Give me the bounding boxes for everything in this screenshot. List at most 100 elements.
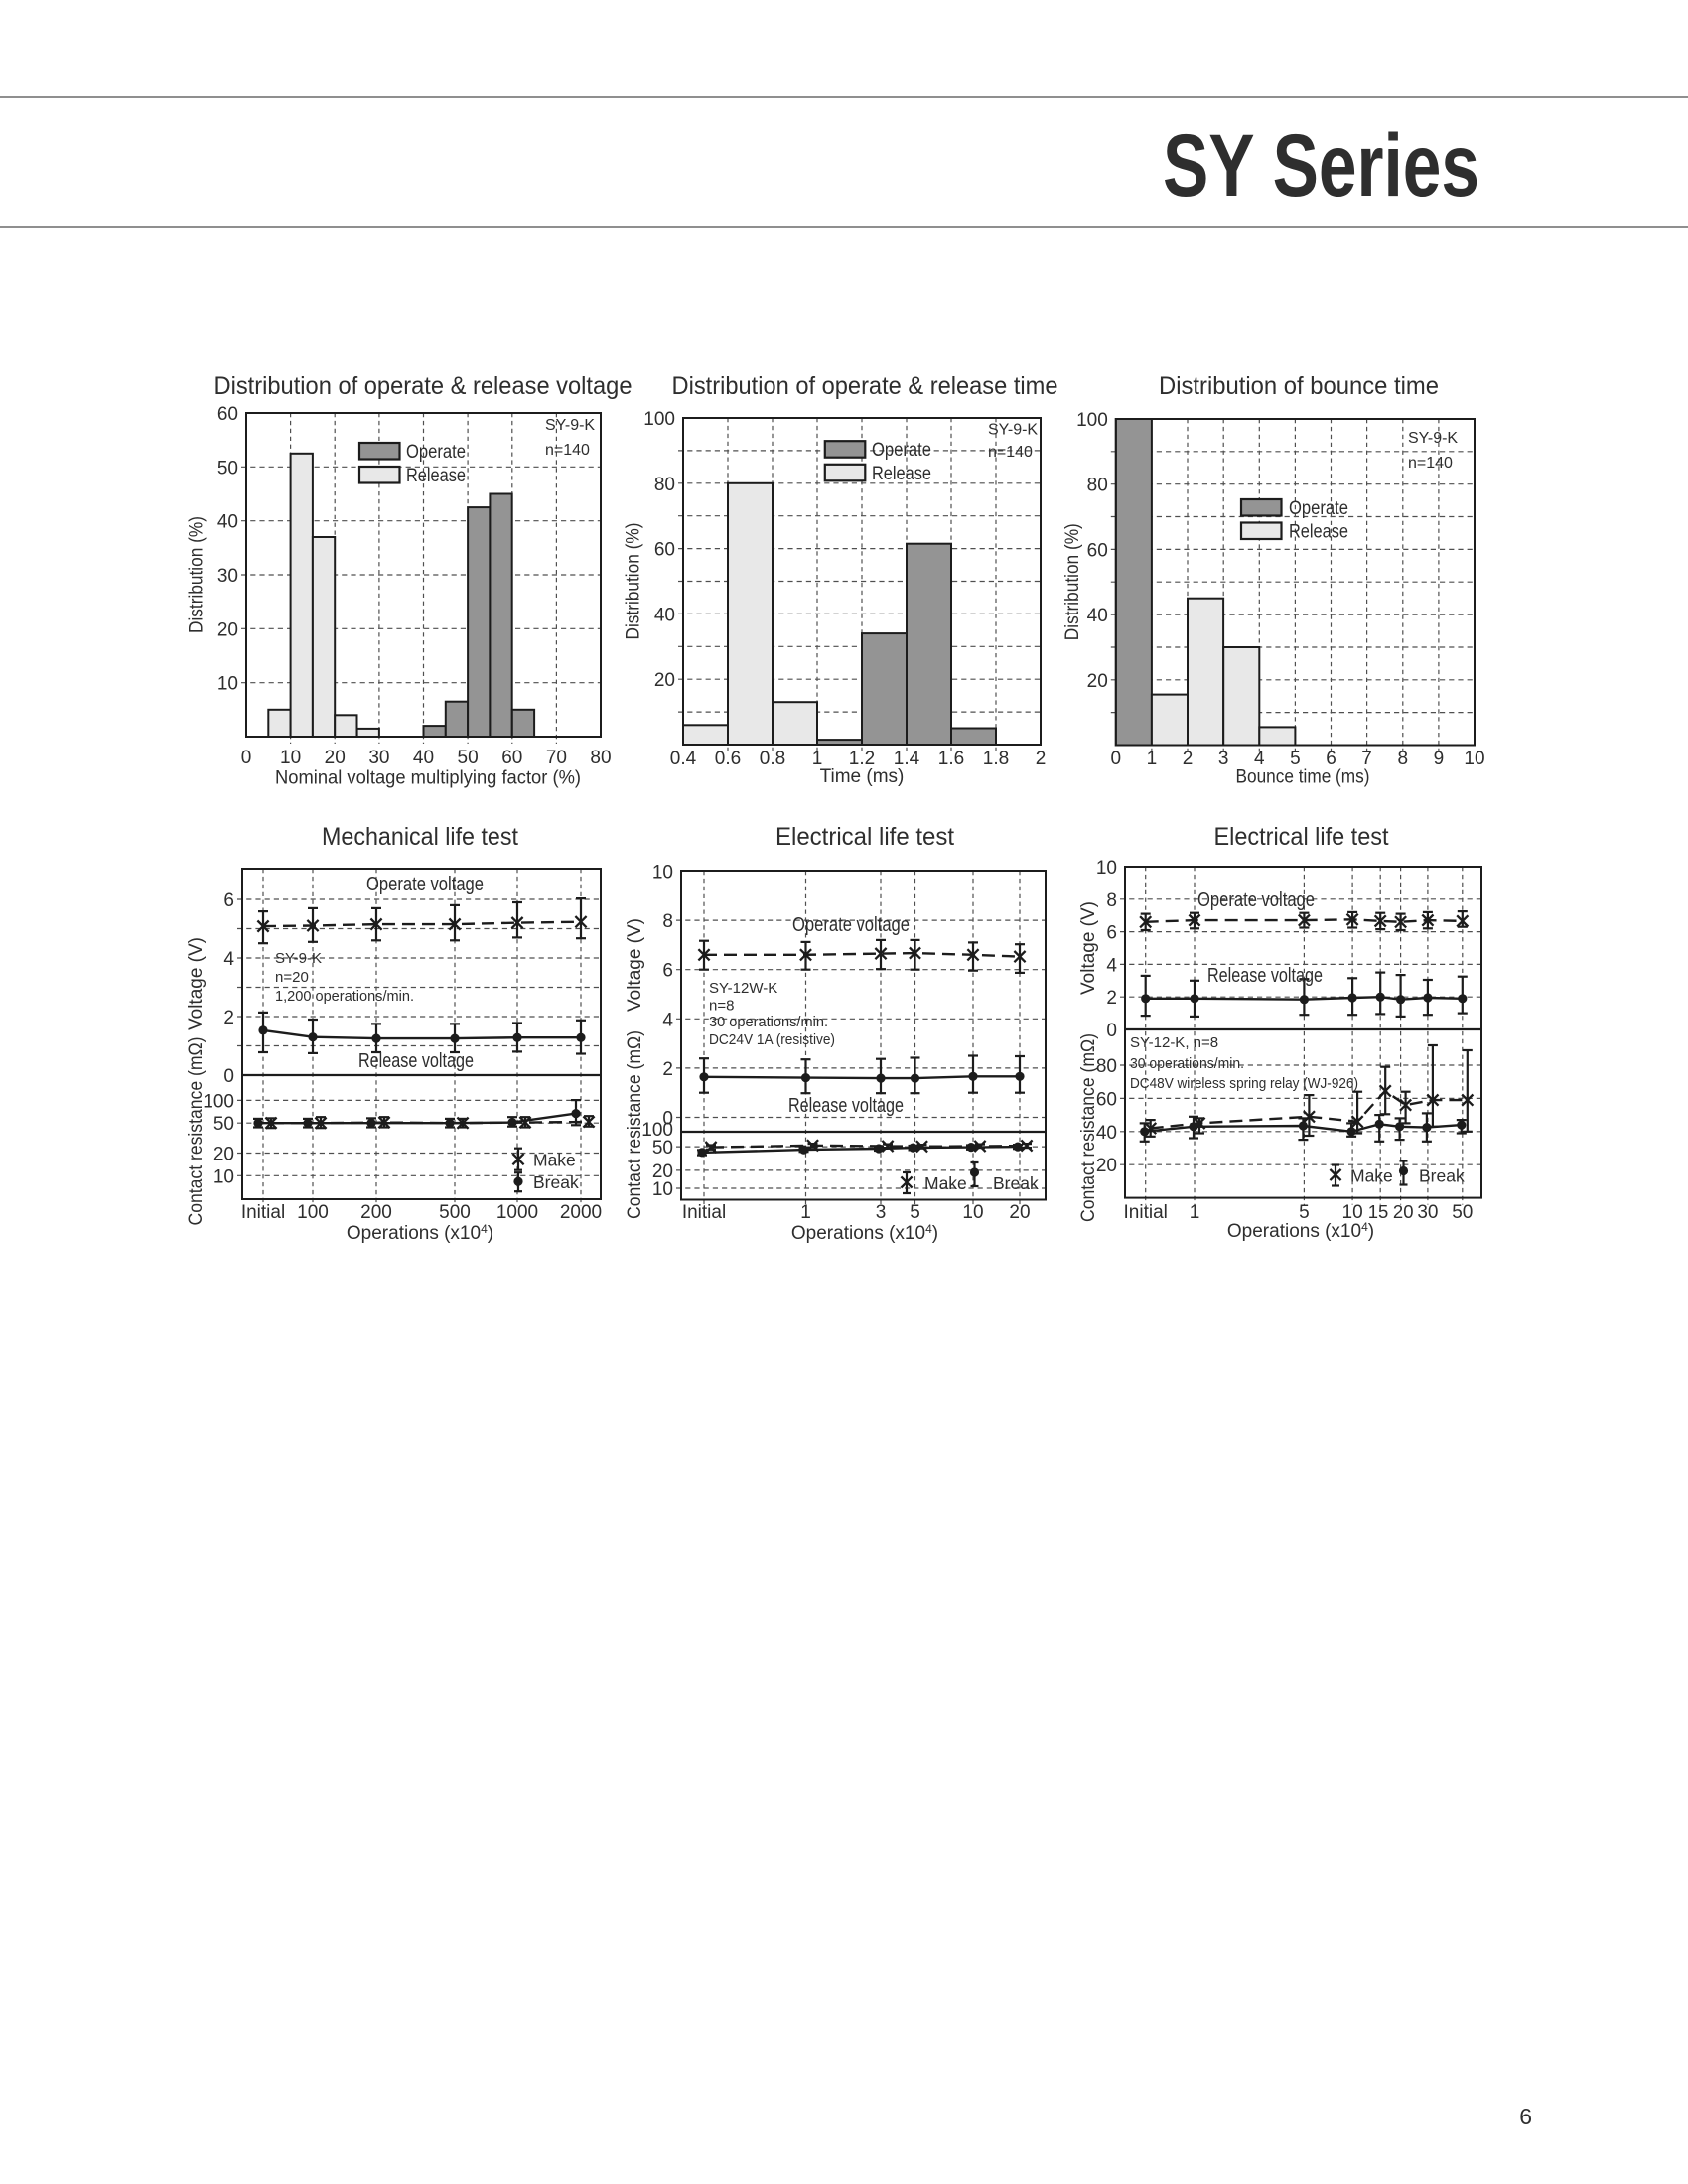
svg-text:SY Series: SY Series [1163, 115, 1479, 214]
svg-text:30: 30 [217, 566, 238, 587]
svg-text:Release voltage: Release voltage [358, 1050, 474, 1072]
svg-text:3: 3 [876, 1202, 887, 1223]
svg-text:8: 8 [662, 911, 673, 932]
svg-text:500: 500 [439, 1202, 471, 1223]
svg-text:100: 100 [203, 1091, 234, 1112]
svg-text:60: 60 [654, 540, 675, 561]
svg-text:0: 0 [1111, 749, 1122, 769]
svg-text:Contact resistance (mΩ): Contact resistance (mΩ) [1078, 1033, 1099, 1222]
svg-text:Release voltage: Release voltage [788, 1095, 904, 1117]
svg-text:100: 100 [297, 1202, 329, 1223]
svg-text:3: 3 [1218, 749, 1229, 769]
svg-text:100: 100 [641, 1120, 673, 1141]
svg-text:4: 4 [662, 1010, 673, 1030]
svg-text:1.2: 1.2 [849, 749, 875, 769]
svg-text:10: 10 [1096, 858, 1117, 879]
svg-text:Release voltage: Release voltage [1207, 965, 1323, 987]
svg-text:n=20: n=20 [275, 969, 309, 986]
svg-text:Time (ms): Time (ms) [820, 766, 905, 787]
svg-text:20: 20 [652, 1161, 673, 1182]
svg-text:SY-9-K: SY-9-K [545, 417, 595, 434]
svg-text:Distribution (%): Distribution (%) [624, 523, 644, 640]
svg-text:6: 6 [662, 961, 673, 982]
svg-text:10: 10 [1464, 749, 1484, 769]
svg-text:20: 20 [1087, 671, 1108, 692]
svg-text:Break: Break [993, 1173, 1039, 1193]
svg-text:SY-12-K, n=8: SY-12-K, n=8 [1130, 1034, 1218, 1051]
svg-text:15: 15 [1368, 1201, 1389, 1222]
svg-text:Operate: Operate [872, 440, 931, 461]
svg-text:40: 40 [413, 748, 434, 768]
svg-text:Distribution of operate & rele: Distribution of operate & release time [672, 372, 1058, 400]
svg-text:0.8: 0.8 [760, 749, 785, 769]
svg-text:40: 40 [1096, 1123, 1117, 1144]
svg-text:SY-9-K: SY-9-K [275, 950, 322, 967]
svg-text:Break: Break [1419, 1166, 1465, 1186]
svg-text:40: 40 [654, 605, 675, 625]
svg-text:Electrical life test: Electrical life test [1214, 823, 1389, 851]
svg-text:Voltage (V): Voltage (V) [1078, 901, 1099, 995]
svg-text:2: 2 [223, 1008, 234, 1028]
svg-text:Operate voltage: Operate voltage [792, 914, 910, 936]
svg-text:60: 60 [1087, 540, 1108, 561]
svg-text:Distribution (%): Distribution (%) [1062, 523, 1083, 640]
svg-text:1: 1 [1190, 1202, 1200, 1223]
svg-text:2: 2 [1106, 988, 1117, 1009]
svg-text:30 operations/min.: 30 operations/min. [709, 1014, 828, 1030]
svg-text:4: 4 [1254, 749, 1265, 769]
svg-text:0.6: 0.6 [715, 749, 741, 769]
svg-text:10: 10 [280, 748, 301, 768]
svg-text:50: 50 [1452, 1202, 1473, 1223]
svg-text:1.4: 1.4 [894, 749, 920, 769]
svg-text:Bounce time (ms): Bounce time (ms) [1236, 767, 1370, 788]
svg-text:1: 1 [812, 749, 823, 769]
svg-text:60: 60 [501, 748, 522, 768]
svg-text:10: 10 [217, 674, 238, 695]
svg-text:100: 100 [643, 409, 675, 430]
svg-text:0: 0 [1106, 1021, 1117, 1041]
svg-text:Operate voltage: Operate voltage [366, 874, 484, 895]
svg-text:Distribution of bounce time: Distribution of bounce time [1159, 372, 1439, 400]
svg-text:60: 60 [217, 404, 238, 425]
svg-text:6: 6 [1519, 2104, 1532, 2129]
svg-text:0.4: 0.4 [670, 749, 697, 769]
svg-text:1.8: 1.8 [983, 749, 1009, 769]
svg-text:30 operations/min.: 30 operations/min. [1130, 1055, 1244, 1072]
svg-text:Mechanical life test: Mechanical life test [322, 823, 518, 851]
svg-text:Nominal voltage multiplying fa: Nominal voltage multiplying factor (%) [275, 768, 581, 789]
svg-text:Operations (x104): Operations (x104) [1227, 1220, 1374, 1242]
svg-text:8: 8 [1398, 749, 1409, 769]
svg-text:50: 50 [652, 1138, 673, 1159]
svg-text:5: 5 [1290, 749, 1301, 769]
svg-text:0: 0 [223, 1066, 234, 1087]
svg-text:Release: Release [872, 464, 931, 484]
svg-text:2: 2 [662, 1059, 673, 1080]
svg-text:n=140: n=140 [1408, 455, 1453, 472]
svg-text:20: 20 [217, 619, 238, 640]
svg-text:80: 80 [590, 748, 611, 768]
svg-text:Make: Make [924, 1173, 967, 1193]
svg-text:10: 10 [652, 1179, 673, 1200]
svg-text:Make: Make [1350, 1166, 1393, 1186]
svg-text:40: 40 [1087, 606, 1108, 626]
svg-text:Operate: Operate [1289, 498, 1348, 519]
svg-text:20: 20 [1009, 1202, 1030, 1223]
svg-text:20: 20 [1096, 1156, 1117, 1176]
svg-text:1,200 operations/min.: 1,200 operations/min. [275, 988, 414, 1005]
svg-text:20: 20 [654, 670, 675, 691]
svg-text:6: 6 [1326, 749, 1336, 769]
svg-text:30: 30 [1417, 1202, 1438, 1223]
svg-text:60: 60 [1096, 1089, 1117, 1110]
svg-text:20: 20 [1393, 1201, 1414, 1222]
svg-text:30: 30 [368, 748, 389, 768]
svg-text:80: 80 [654, 475, 675, 495]
svg-text:Initial: Initial [241, 1202, 285, 1223]
svg-text:0: 0 [241, 748, 252, 768]
svg-text:Operations (x104): Operations (x104) [347, 1222, 493, 1244]
svg-text:n=140: n=140 [545, 442, 590, 459]
svg-text:10: 10 [962, 1202, 983, 1223]
svg-text:1: 1 [1147, 749, 1158, 769]
svg-text:4: 4 [223, 949, 234, 970]
svg-text:2: 2 [1036, 749, 1047, 769]
svg-text:Initial: Initial [682, 1202, 726, 1223]
